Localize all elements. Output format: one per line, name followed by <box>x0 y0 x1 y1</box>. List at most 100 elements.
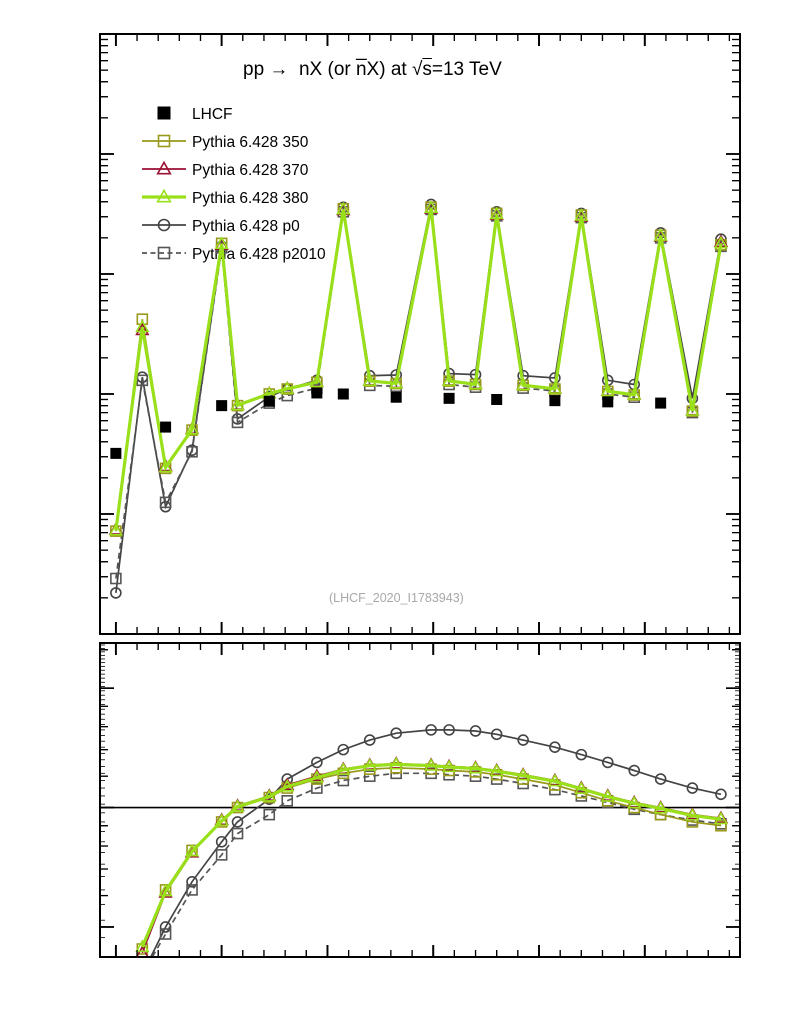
ratio-datapoint-pythia-6-428-p0 <box>686 782 699 794</box>
plot-title: pp → nX (or n̅X) at √s=13 TeV <box>243 59 502 81</box>
legend-marker-1 <box>157 134 171 148</box>
ratio-datapoint-pythia-6-428-p0 <box>425 724 437 736</box>
datapoint-lhcf <box>390 391 402 403</box>
datapoint-pythia-6-428-380 <box>653 228 668 241</box>
datapoint-pythia-6-428-p0 <box>110 587 122 599</box>
ratio-line-pythia-6-428-370 <box>141 762 722 954</box>
datapoint-pythia-6-428-380 <box>627 387 642 400</box>
datapoint-pythia-6-428-380 <box>468 376 483 390</box>
ratio-datapoint-pythia-6-428-380 <box>423 758 439 771</box>
ratio-datapoint-pythia-6-428-380 <box>158 883 173 897</box>
ratio-datapoint-pythia-6-428-380 <box>713 811 729 825</box>
ratio-datapoint-pythia-6-428-380 <box>574 781 589 794</box>
series-line-pythia-6-428-380 <box>114 207 723 531</box>
legend-label-3: Pythia 6.428 380 <box>192 190 309 207</box>
ratio-datapoint-pythia-6-428-380 <box>653 800 668 814</box>
datapoint-pythia-6-428-p2010 <box>186 445 198 458</box>
ratio-datapoint-pythia-6-428-p2010 <box>159 928 172 940</box>
ratio-datapoint-pythia-6-428-p0 <box>654 773 667 785</box>
datapoint-lhcf <box>602 396 614 408</box>
datapoint-pythia-6-428-p2010 <box>159 496 172 509</box>
ratio-datapoint-pythia-6-428-p0 <box>517 734 529 746</box>
ratio-datapoint-pythia-6-428-p0 <box>549 741 561 753</box>
right-mask <box>741 0 786 1024</box>
ratio-datapoint-pythia-6-428-p0 <box>628 764 641 777</box>
ratio-datapoint-pythia-6-428-380 <box>214 813 229 827</box>
ratio-datapoint-pythia-6-428-380 <box>600 789 615 802</box>
ratio-datapoint-pythia-6-428-380 <box>516 767 531 781</box>
ratio-datapoint-pythia-6-428-380 <box>389 756 404 770</box>
ratio-datapoint-pythia-6-428-p0 <box>490 728 503 741</box>
ratio-datapoint-pythia-6-428-p0 <box>337 743 350 756</box>
datapoint-pythia-6-428-380 <box>713 235 729 249</box>
ratio-datapoint-pythia-6-428-p0 <box>363 734 376 746</box>
ratio-datapoint-pythia-6-428-p2010 <box>231 827 244 840</box>
legend-label-4: Pythia 6.428 p0 <box>192 218 300 235</box>
ratio-datapoint-pythia-6-428-380 <box>309 769 324 783</box>
ratio-datapoint-pythia-6-428-p0 <box>715 788 727 801</box>
ratio-datapoint-pythia-6-428-380 <box>280 778 295 792</box>
ratio-datapoint-pythia-6-428-p0 <box>215 835 228 848</box>
datapoint-lhcf <box>549 395 561 407</box>
series-line-pythia-6-428-370 <box>115 208 722 530</box>
ratio-datapoint-pythia-6-428-p2010 <box>337 774 350 787</box>
ratio-datapoint-pythia-6-428-380 <box>489 763 504 777</box>
legend-marker-5 <box>157 246 171 260</box>
ratio-datapoint-pythia-6-428-p2010 <box>363 770 376 782</box>
ratio-datapoint-pythia-6-428-p2010 <box>281 795 294 807</box>
datapoint-pythia-6-428-380 <box>389 375 404 389</box>
ratio-datapoint-pythia-6-428-380 <box>336 762 351 775</box>
panel-gap-mask <box>0 635 786 643</box>
datapoint-lhcf <box>263 395 275 407</box>
legend-marker-2 <box>156 160 172 175</box>
analysis-id-watermark: (LHCF_2020_I1783943) <box>329 591 464 605</box>
datapoint-lhcf <box>311 387 323 399</box>
datapoint-pythia-6-428-p2010 <box>136 374 149 387</box>
ratio-datapoint-pythia-6-428-p0 <box>390 727 402 740</box>
ratio-datapoint-pythia-6-428-p2010 <box>311 782 323 794</box>
ratio-datapoint-pythia-6-428-p2010 <box>186 884 198 896</box>
legend-marker-4 <box>157 218 171 232</box>
ratio-datapoint-pythia-6-428-350 <box>715 819 727 832</box>
datapoint-pythia-6-428-380 <box>280 381 295 394</box>
series-line-pythia-6-428-350 <box>115 207 722 532</box>
ratio-line-pythia-6-428-380 <box>140 762 722 948</box>
ratio-datapoint-pythia-6-428-380 <box>627 795 642 809</box>
ratio-datapoint-pythia-6-428-p0 <box>311 756 323 769</box>
ratio-datapoint-pythia-6-428-p0 <box>231 816 244 828</box>
ratio-datapoint-pythia-6-428-p0 <box>443 724 455 736</box>
datapoint-pythia-6-428-380 <box>108 522 123 536</box>
ratio-datapoint-pythia-6-428-380 <box>262 789 277 802</box>
legend-marker-3 <box>156 188 172 203</box>
datapoint-pythia-6-428-380 <box>158 459 173 473</box>
datapoint-pythia-6-428-380 <box>489 206 504 220</box>
ratio-panel-frame-top <box>99 642 741 958</box>
datapoint-lhcf <box>655 397 667 409</box>
ratio-datapoint-pythia-6-428-380 <box>362 758 377 771</box>
datapoint-pythia-6-428-380 <box>574 208 589 221</box>
ratio-datapoint-pythia-6-428-380 <box>135 939 150 953</box>
datapoint-lhcf <box>443 392 455 404</box>
datapoint-lhcf <box>110 447 122 459</box>
ratio-bottom-mask <box>0 958 786 1024</box>
main-panel-frame-top <box>99 33 741 635</box>
left-mask <box>0 0 100 1024</box>
datapoint-pythia-6-428-380 <box>214 236 229 249</box>
ratio-line-pythia-6-428-p2010 <box>141 772 722 975</box>
ratio-panel-frame <box>99 642 741 958</box>
ratio-datapoint-pythia-6-428-p0 <box>469 725 482 737</box>
ratio-datapoint-pythia-6-428-380 <box>441 759 457 773</box>
ratio-datapoint-pythia-6-428-p0 <box>281 773 294 785</box>
ratio-datapoint-pythia-6-428-380 <box>230 799 245 812</box>
datapoint-pythia-6-428-380 <box>547 381 562 394</box>
legend-label-0: LHCF <box>192 106 233 123</box>
ratio-datapoint-pythia-6-428-p0 <box>601 756 614 769</box>
datapoint-pythia-6-428-380 <box>362 373 377 386</box>
datapoint-pythia-6-428-380 <box>184 421 200 435</box>
ratio-datapoint-pythia-6-428-380 <box>547 773 562 787</box>
legend-label-1: Pythia 6.428 350 <box>192 134 309 151</box>
datapoint-pythia-6-428-380 <box>309 374 324 388</box>
ratio-datapoint-pythia-6-428-380 <box>184 843 200 857</box>
ratio-datapoint-pythia-6-428-380 <box>468 760 483 774</box>
